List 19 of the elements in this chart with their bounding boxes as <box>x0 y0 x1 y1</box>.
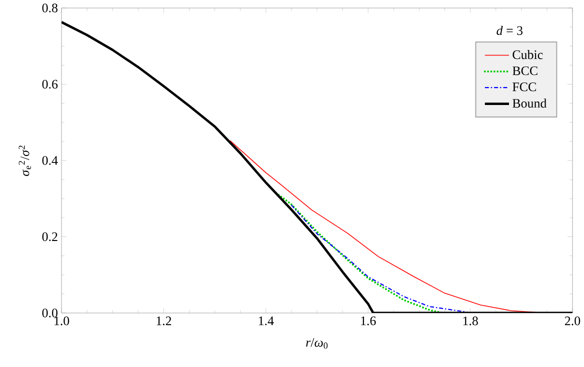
legend-label: Bound <box>512 98 547 108</box>
y-axis-title: σ$_{e}$$^{2}$/σ$^{2}$ <box>18 146 31 176</box>
legend-label: FCC <box>512 82 536 92</box>
x-axis-title: r/ω$_{0}$ <box>306 338 328 349</box>
legend-label: Cubic <box>512 50 543 60</box>
x-tick-label: 1.6 <box>361 316 376 326</box>
y-tick-label: 0.2 <box>42 232 58 242</box>
legend-label: BCC <box>512 66 538 76</box>
legend-title: d = 3 <box>496 26 523 35</box>
y-tick-label: 0.6 <box>42 80 58 89</box>
y-tick-label: 0.4 <box>42 156 58 165</box>
y-tick-label: 0.0 <box>42 308 58 318</box>
y-tick-label: 0.8 <box>42 4 58 12</box>
x-tick-label: 2.0 <box>564 316 580 326</box>
line-series <box>62 20 573 313</box>
x-tick-label: 1.0 <box>54 316 70 326</box>
x-tick-label: 1.2 <box>156 316 172 326</box>
x-tick-label: 1.4 <box>258 316 274 326</box>
x-tick-label: 1.8 <box>463 316 478 326</box>
